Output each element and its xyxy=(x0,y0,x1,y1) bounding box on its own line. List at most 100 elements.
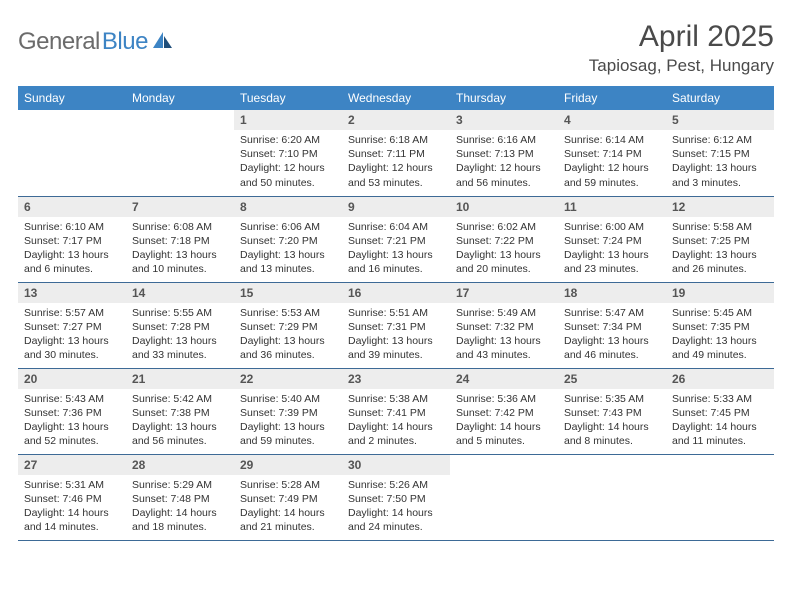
calendar-body: 1Sunrise: 6:20 AMSunset: 7:10 PMDaylight… xyxy=(18,110,774,540)
sunrise-text: Sunrise: 6:06 AM xyxy=(240,220,336,234)
calendar-row: 6Sunrise: 6:10 AMSunset: 7:17 PMDaylight… xyxy=(18,196,774,282)
calendar-cell-empty xyxy=(126,110,234,196)
sunrise-text: Sunrise: 5:42 AM xyxy=(132,392,228,406)
sunset-text: Sunset: 7:35 PM xyxy=(672,320,768,334)
logo-text-blue: Blue xyxy=(102,28,148,56)
day-times: Sunrise: 6:02 AMSunset: 7:22 PMDaylight:… xyxy=(450,217,558,281)
day-times: Sunrise: 6:00 AMSunset: 7:24 PMDaylight:… xyxy=(558,217,666,281)
month-title: April 2025 xyxy=(589,20,774,54)
calendar-cell: 4Sunrise: 6:14 AMSunset: 7:14 PMDaylight… xyxy=(558,110,666,196)
day-number: 3 xyxy=(450,110,558,130)
daylight-text: Daylight: 13 hours and 46 minutes. xyxy=(564,334,660,362)
daylight-text: Daylight: 14 hours and 24 minutes. xyxy=(348,506,444,534)
calendar-cell: 26Sunrise: 5:33 AMSunset: 7:45 PMDayligh… xyxy=(666,368,774,454)
day-number: 27 xyxy=(18,455,126,475)
calendar-cell: 16Sunrise: 5:51 AMSunset: 7:31 PMDayligh… xyxy=(342,282,450,368)
daylight-text: Daylight: 13 hours and 49 minutes. xyxy=(672,334,768,362)
day-number: 7 xyxy=(126,197,234,217)
day-number: 12 xyxy=(666,197,774,217)
sunset-text: Sunset: 7:39 PM xyxy=(240,406,336,420)
day-number: 21 xyxy=(126,369,234,389)
daylight-text: Daylight: 13 hours and 36 minutes. xyxy=(240,334,336,362)
sunrise-text: Sunrise: 5:28 AM xyxy=(240,478,336,492)
logo-sail-icon xyxy=(152,30,174,55)
calendar-row: 13Sunrise: 5:57 AMSunset: 7:27 PMDayligh… xyxy=(18,282,774,368)
logo-text-general: General xyxy=(18,28,100,56)
day-number: 10 xyxy=(450,197,558,217)
daylight-text: Daylight: 13 hours and 30 minutes. xyxy=(24,334,120,362)
day-times: Sunrise: 5:35 AMSunset: 7:43 PMDaylight:… xyxy=(558,389,666,453)
day-number: 1 xyxy=(234,110,342,130)
sunrise-text: Sunrise: 5:53 AM xyxy=(240,306,336,320)
calendar-cell: 21Sunrise: 5:42 AMSunset: 7:38 PMDayligh… xyxy=(126,368,234,454)
day-number: 22 xyxy=(234,369,342,389)
daylight-text: Daylight: 13 hours and 16 minutes. xyxy=(348,248,444,276)
daylight-text: Daylight: 14 hours and 8 minutes. xyxy=(564,420,660,448)
day-number: 4 xyxy=(558,110,666,130)
sunrise-text: Sunrise: 5:43 AM xyxy=(24,392,120,406)
calendar-cell: 18Sunrise: 5:47 AMSunset: 7:34 PMDayligh… xyxy=(558,282,666,368)
day-number: 6 xyxy=(18,197,126,217)
daylight-text: Daylight: 14 hours and 18 minutes. xyxy=(132,506,228,534)
daylight-text: Daylight: 14 hours and 14 minutes. xyxy=(24,506,120,534)
daylight-text: Daylight: 14 hours and 11 minutes. xyxy=(672,420,768,448)
calendar-cell: 23Sunrise: 5:38 AMSunset: 7:41 PMDayligh… xyxy=(342,368,450,454)
calendar-cell: 14Sunrise: 5:55 AMSunset: 7:28 PMDayligh… xyxy=(126,282,234,368)
calendar-cell-empty xyxy=(666,454,774,540)
sunset-text: Sunset: 7:14 PM xyxy=(564,147,660,161)
day-times: Sunrise: 5:58 AMSunset: 7:25 PMDaylight:… xyxy=(666,217,774,281)
sunrise-text: Sunrise: 6:02 AM xyxy=(456,220,552,234)
day-number: 19 xyxy=(666,283,774,303)
calendar-cell: 28Sunrise: 5:29 AMSunset: 7:48 PMDayligh… xyxy=(126,454,234,540)
daylight-text: Daylight: 13 hours and 52 minutes. xyxy=(24,420,120,448)
daylight-text: Daylight: 13 hours and 43 minutes. xyxy=(456,334,552,362)
calendar-cell: 2Sunrise: 6:18 AMSunset: 7:11 PMDaylight… xyxy=(342,110,450,196)
sunset-text: Sunset: 7:46 PM xyxy=(24,492,120,506)
day-number: 18 xyxy=(558,283,666,303)
sunset-text: Sunset: 7:15 PM xyxy=(672,147,768,161)
day-number: 25 xyxy=(558,369,666,389)
day-number: 23 xyxy=(342,369,450,389)
day-times: Sunrise: 5:38 AMSunset: 7:41 PMDaylight:… xyxy=(342,389,450,453)
calendar-cell: 30Sunrise: 5:26 AMSunset: 7:50 PMDayligh… xyxy=(342,454,450,540)
calendar-cell: 24Sunrise: 5:36 AMSunset: 7:42 PMDayligh… xyxy=(450,368,558,454)
sunset-text: Sunset: 7:41 PM xyxy=(348,406,444,420)
sunset-text: Sunset: 7:36 PM xyxy=(24,406,120,420)
calendar-cell: 12Sunrise: 5:58 AMSunset: 7:25 PMDayligh… xyxy=(666,196,774,282)
sunrise-text: Sunrise: 5:47 AM xyxy=(564,306,660,320)
daylight-text: Daylight: 13 hours and 59 minutes. xyxy=(240,420,336,448)
sunrise-text: Sunrise: 5:38 AM xyxy=(348,392,444,406)
daylight-text: Daylight: 14 hours and 5 minutes. xyxy=(456,420,552,448)
day-number: 28 xyxy=(126,455,234,475)
sunrise-text: Sunrise: 5:49 AM xyxy=(456,306,552,320)
day-times: Sunrise: 6:14 AMSunset: 7:14 PMDaylight:… xyxy=(558,130,666,194)
sunset-text: Sunset: 7:32 PM xyxy=(456,320,552,334)
day-times: Sunrise: 6:18 AMSunset: 7:11 PMDaylight:… xyxy=(342,130,450,194)
sunrise-text: Sunrise: 6:00 AM xyxy=(564,220,660,234)
day-times: Sunrise: 5:47 AMSunset: 7:34 PMDaylight:… xyxy=(558,303,666,367)
calendar-cell: 27Sunrise: 5:31 AMSunset: 7:46 PMDayligh… xyxy=(18,454,126,540)
day-times: Sunrise: 6:10 AMSunset: 7:17 PMDaylight:… xyxy=(18,217,126,281)
calendar-cell: 25Sunrise: 5:35 AMSunset: 7:43 PMDayligh… xyxy=(558,368,666,454)
calendar-cell: 1Sunrise: 6:20 AMSunset: 7:10 PMDaylight… xyxy=(234,110,342,196)
sunset-text: Sunset: 7:27 PM xyxy=(24,320,120,334)
day-times: Sunrise: 5:49 AMSunset: 7:32 PMDaylight:… xyxy=(450,303,558,367)
sunset-text: Sunset: 7:34 PM xyxy=(564,320,660,334)
sunset-text: Sunset: 7:42 PM xyxy=(456,406,552,420)
sunset-text: Sunset: 7:50 PM xyxy=(348,492,444,506)
logo: GeneralBlue xyxy=(18,20,174,56)
day-header: Sunday xyxy=(18,86,126,110)
sunrise-text: Sunrise: 5:36 AM xyxy=(456,392,552,406)
day-header: Friday xyxy=(558,86,666,110)
day-times: Sunrise: 5:43 AMSunset: 7:36 PMDaylight:… xyxy=(18,389,126,453)
day-number: 17 xyxy=(450,283,558,303)
daylight-text: Daylight: 12 hours and 59 minutes. xyxy=(564,161,660,189)
day-number: 9 xyxy=(342,197,450,217)
day-times: Sunrise: 5:57 AMSunset: 7:27 PMDaylight:… xyxy=(18,303,126,367)
daylight-text: Daylight: 12 hours and 53 minutes. xyxy=(348,161,444,189)
sunset-text: Sunset: 7:11 PM xyxy=(348,147,444,161)
calendar-row: 27Sunrise: 5:31 AMSunset: 7:46 PMDayligh… xyxy=(18,454,774,540)
daylight-text: Daylight: 13 hours and 39 minutes. xyxy=(348,334,444,362)
daylight-text: Daylight: 12 hours and 56 minutes. xyxy=(456,161,552,189)
sunrise-text: Sunrise: 5:51 AM xyxy=(348,306,444,320)
